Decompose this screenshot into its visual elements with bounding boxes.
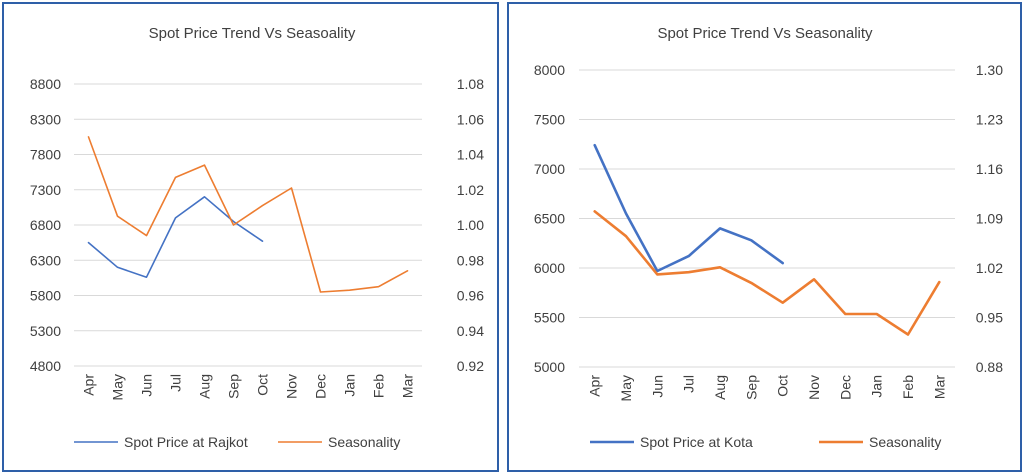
x-tick-label: Jun: [649, 375, 665, 398]
y-right-tick-label: 0.96: [457, 288, 484, 304]
x-tick-label: Aug: [197, 374, 213, 399]
y-right-tick-label: 0.94: [457, 323, 484, 339]
x-tick-label: Oct: [775, 375, 791, 397]
y-right-tick-label: 0.88: [976, 359, 1003, 375]
y-right-tick-label: 1.06: [457, 111, 484, 127]
chart-title: Spot Price Trend Vs Seasoality: [149, 25, 356, 42]
y-left-tick-label: 5300: [30, 323, 61, 339]
y-right-tick-label: 0.92: [457, 358, 484, 374]
y-right-tick-label: 0.98: [457, 252, 484, 268]
chart-title: Spot Price Trend Vs Seasonality: [657, 25, 873, 42]
series-line-1: [87, 136, 409, 293]
series-line-0: [87, 196, 264, 279]
series-line-1: [593, 210, 941, 336]
x-tick-label: Mar: [400, 374, 416, 398]
y-right-tick-label: 0.95: [976, 310, 1003, 326]
x-tick-label: Nov: [284, 374, 300, 399]
y-left-tick-label: 6000: [534, 260, 565, 276]
x-tick-label: Jul: [168, 374, 184, 392]
y-right-tick-label: 1.30: [976, 62, 1003, 78]
y-left-tick-label: 8000: [534, 62, 565, 78]
x-tick-label: Jul: [681, 375, 697, 393]
y-left-tick-label: 7300: [30, 182, 61, 198]
y-left-tick-label: 7500: [534, 112, 565, 128]
x-tick-label: Mar: [931, 375, 947, 399]
y-left-tick-label: 8800: [30, 76, 61, 92]
series-line-0: [593, 143, 785, 273]
y-left-tick-label: 6500: [534, 211, 565, 227]
y-right-tick-label: 1.02: [976, 260, 1003, 276]
chart-panel-kota: Spot Price Trend Vs Seasonality 5000 5500 6…: [507, 2, 1022, 472]
x-tick-label: Oct: [255, 374, 271, 396]
y-right-tick-label: 1.08: [457, 76, 484, 92]
legend-label-1: Seasonality: [328, 434, 400, 450]
legend-label-0: Spot Price at Rajkot: [124, 434, 248, 450]
chart-panel-rajkot: Spot Price Trend Vs Seasoality 4800 5300 58…: [2, 2, 499, 472]
y-right-tick-label: 1.02: [457, 182, 484, 198]
y-left-tick-label: 4800: [30, 358, 61, 374]
y-right-tick-label: 1.04: [457, 147, 484, 163]
y-left-tick-label: 5800: [30, 288, 61, 304]
y-left-tick-label: 7800: [30, 147, 61, 163]
x-tick-label: Dec: [313, 374, 329, 399]
y-left-tick-label: 5000: [534, 359, 565, 375]
y-right-tick-label: 1.23: [976, 112, 1003, 128]
x-tick-label: Apr: [587, 375, 603, 397]
x-tick-label: Jan: [342, 374, 358, 397]
y-right-tick-label: 1.09: [976, 211, 1003, 227]
chart-kota: Spot Price Trend Vs Seasonality 5000 5500 6…: [534, 25, 1003, 450]
x-tick-label: Nov: [806, 375, 822, 400]
y-right-tick-label: 1.00: [457, 217, 484, 233]
y-left-tick-label: 6300: [30, 252, 61, 268]
x-tick-label: Dec: [837, 375, 853, 400]
x-tick-label: May: [110, 374, 126, 400]
x-tick-label: Feb: [371, 374, 387, 398]
x-tick-label: Jan: [869, 375, 885, 398]
x-tick-label: Aug: [712, 375, 728, 400]
y-left-tick-label: 5500: [534, 310, 565, 326]
y-left-tick-label: 7000: [534, 161, 565, 177]
x-tick-label: May: [618, 375, 634, 401]
chart-rajkot: Spot Price Trend Vs Seasoality 4800 5300 58…: [30, 25, 484, 450]
x-tick-label: Apr: [81, 374, 97, 396]
x-tick-label: Jun: [139, 374, 155, 397]
x-tick-label: Sep: [743, 375, 759, 400]
legend-label-0: Spot Price at Kota: [640, 434, 753, 450]
x-tick-label: Feb: [900, 375, 916, 399]
x-tick-label: Sep: [226, 374, 242, 399]
y-right-tick-label: 1.16: [976, 161, 1003, 177]
y-left-tick-label: 6800: [30, 217, 61, 233]
legend-label-1: Seasonality: [869, 434, 941, 450]
y-left-tick-label: 8300: [30, 111, 61, 127]
